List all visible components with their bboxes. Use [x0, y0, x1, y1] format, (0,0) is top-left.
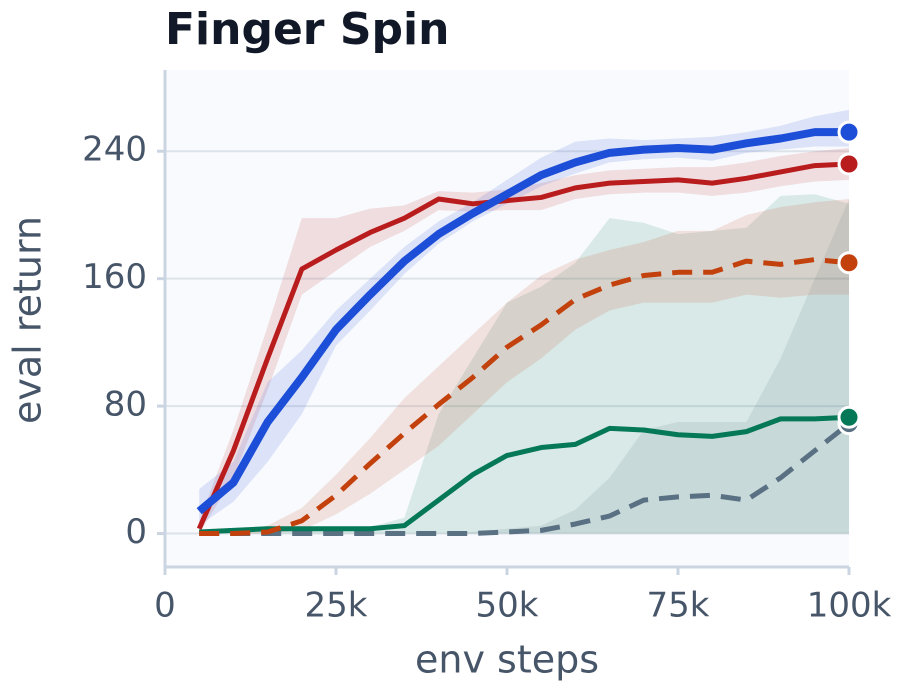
- x-tick-label: 25k: [305, 586, 368, 626]
- series-line: [196, 161, 850, 530]
- end-marker: [837, 120, 861, 144]
- lines: [196, 120, 861, 537]
- confidence-band: [199, 199, 849, 534]
- y-tick-label: 240: [82, 130, 147, 170]
- x-tick-label: 100k: [807, 586, 892, 626]
- series-line: [199, 421, 851, 537]
- x-axis-label: env steps: [415, 638, 599, 682]
- plot-area: [165, 70, 849, 567]
- series-line: [196, 128, 849, 515]
- x-tick-label: 75k: [647, 586, 710, 626]
- series-line: [199, 257, 850, 537]
- y-tick-label: 80: [104, 385, 147, 425]
- ticks: 0 80 160 240 0 25k 50k 75k 100k: [82, 130, 892, 626]
- y-tick-label: 160: [82, 257, 147, 297]
- series-line: [199, 414, 850, 535]
- y-tick-label: 0: [125, 512, 147, 552]
- confidence-band: [199, 199, 849, 534]
- chart-title: Finger Spin: [165, 4, 449, 55]
- confidence-band: [199, 194, 849, 534]
- x-tick-label: 50k: [476, 586, 539, 626]
- confidence-band: [199, 148, 849, 534]
- confidence-band: [199, 109, 849, 526]
- end-marker: [837, 405, 861, 429]
- y-axis-label: eval return: [6, 216, 50, 424]
- end-marker: [837, 251, 861, 275]
- end-marker: [837, 152, 861, 176]
- x-tick-label: 0: [154, 586, 176, 626]
- bands: [199, 109, 849, 534]
